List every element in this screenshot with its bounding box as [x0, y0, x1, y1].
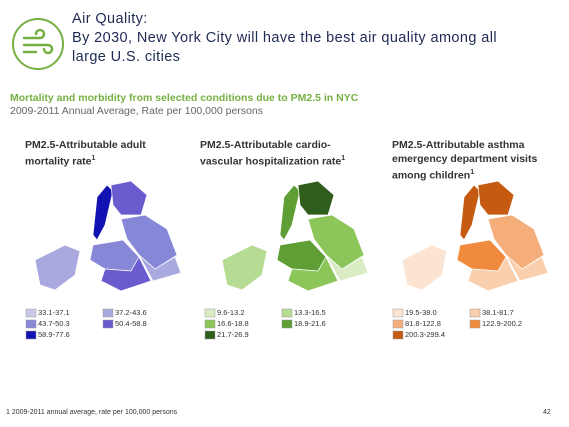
legend-label: 200.3-299.4 [405, 330, 445, 339]
map-title: PM2.5-Attributable asthma emergency depa… [392, 138, 542, 183]
title-line: large U.S. cities [72, 49, 181, 65]
map-title-text: PM2.5-Attributable asthma emergency depa… [392, 139, 538, 182]
legend-label: 50.4-58.8 [115, 319, 147, 328]
subtitle-note: 2009-2011 Annual Average, Rate per 100,0… [10, 105, 263, 117]
legend-label: 19.5-38.0 [405, 308, 437, 317]
map-region [34, 244, 81, 291]
legend-swatch [392, 319, 404, 329]
map-region [505, 254, 549, 282]
footnote-marker: 1 [470, 169, 475, 176]
footnote: 1 2009-2011 annual average, rate per 100… [6, 409, 178, 416]
legend-swatch [204, 330, 216, 340]
legend-swatch [392, 308, 404, 318]
legend-swatch [102, 308, 114, 318]
maps: 33.1-37.1 37.2-43.6 43.7-50.3 50.4-58.8 58.9… [25, 180, 549, 340]
map-region [477, 180, 515, 216]
legend-label: 81.8-122.8 [405, 319, 441, 328]
legend-label: 18.9-21.6 [294, 319, 326, 328]
map-title-text: PM2.5-Attributable cardio-vascular hospi… [200, 139, 342, 168]
map-region [138, 254, 182, 282]
legend-swatch [25, 330, 37, 340]
map-region [279, 184, 301, 241]
legend-swatch [204, 319, 216, 329]
map-region [401, 244, 448, 291]
legend-swatch [469, 319, 481, 329]
map-region [110, 180, 148, 216]
legend-swatch [281, 308, 293, 318]
map-region [92, 184, 114, 241]
legend-label: 33.1-37.1 [38, 308, 70, 317]
map-region [287, 256, 339, 292]
map-region [467, 256, 519, 292]
legend-swatch [25, 319, 37, 329]
legend-label: 58.9-77.6 [38, 330, 70, 339]
legend-swatch [281, 319, 293, 329]
legend-label: 9.6-13.2 [217, 308, 245, 317]
legend-label: 21.7-26.9 [217, 330, 249, 339]
legend-label: 43.7-50.3 [38, 319, 70, 328]
map-region [100, 256, 152, 292]
map-title: PM2.5-Attributable adult mortality rate1 [25, 138, 190, 169]
page-number: 42 [543, 409, 551, 416]
legend-swatch [204, 308, 216, 318]
footnote-marker: 1 [91, 155, 96, 162]
slide-title: Air Quality: By 2030, New York City will… [72, 10, 497, 67]
map-title: PM2.5-Attributable cardio-vascular hospi… [200, 138, 350, 169]
legend-label: 16.6-18.8 [217, 319, 249, 328]
legend-swatch [392, 330, 404, 340]
map-region [459, 184, 481, 241]
legend-label: 37.2-43.6 [115, 308, 147, 317]
footnote-marker: 1 [341, 155, 346, 162]
map-region [221, 244, 268, 291]
legend-swatch [25, 308, 37, 318]
map-region [325, 254, 369, 282]
legend-label: 13.3-16.5 [294, 308, 326, 317]
legend-label: 122.9-200.2 [482, 319, 522, 328]
subtitle: Mortality and morbidity from selected co… [10, 92, 359, 104]
map-title-text: PM2.5-Attributable adult mortality rate [25, 139, 146, 168]
title-line: Air Quality: [72, 11, 148, 27]
legend-swatch [102, 319, 114, 329]
map-region [297, 180, 335, 216]
air-icon [12, 18, 64, 70]
legend-label: 38.1-81.7 [482, 308, 514, 317]
title-line: By 2030, New York City will have the bes… [72, 30, 497, 46]
legend-swatch [469, 308, 481, 318]
